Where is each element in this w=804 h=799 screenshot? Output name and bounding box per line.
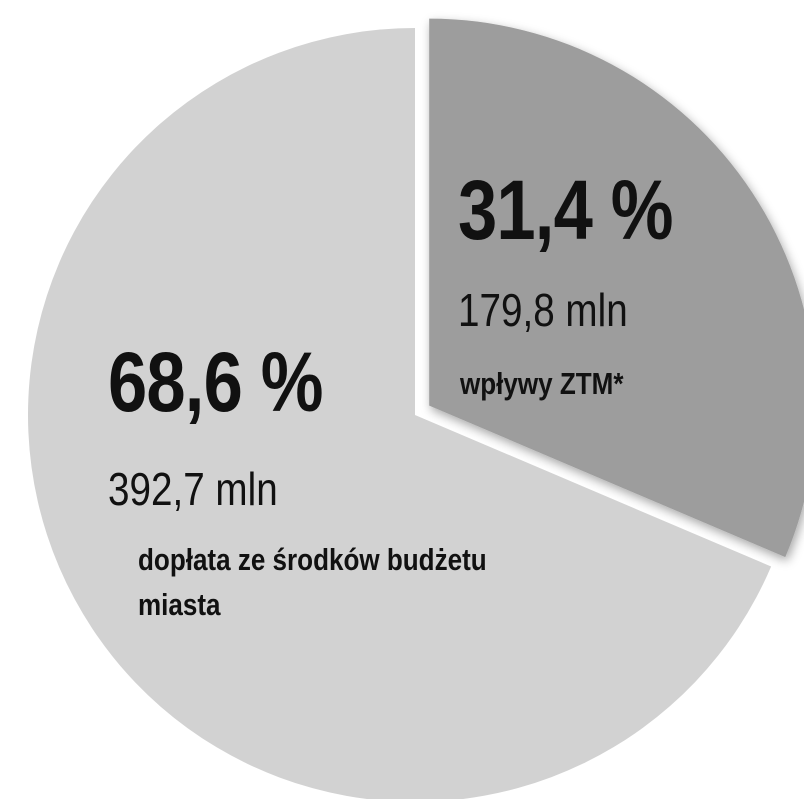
slice-category-label: dopłata ze środków budżetu miasta — [138, 542, 487, 622]
slice-value-label: 68,6 % — [108, 335, 323, 429]
slice-amount-label: 179,8 mln — [458, 284, 628, 336]
pie-slice — [429, 18, 804, 558]
slice-amount-label: 392,7 mln — [108, 463, 278, 515]
slice-value-label: 31,4 % — [458, 163, 673, 257]
pie-slice — [28, 28, 772, 799]
slice-category-label: wpływy ZTM* — [460, 366, 624, 401]
